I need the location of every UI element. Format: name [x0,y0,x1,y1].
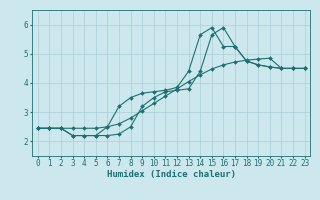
X-axis label: Humidex (Indice chaleur): Humidex (Indice chaleur) [107,170,236,179]
